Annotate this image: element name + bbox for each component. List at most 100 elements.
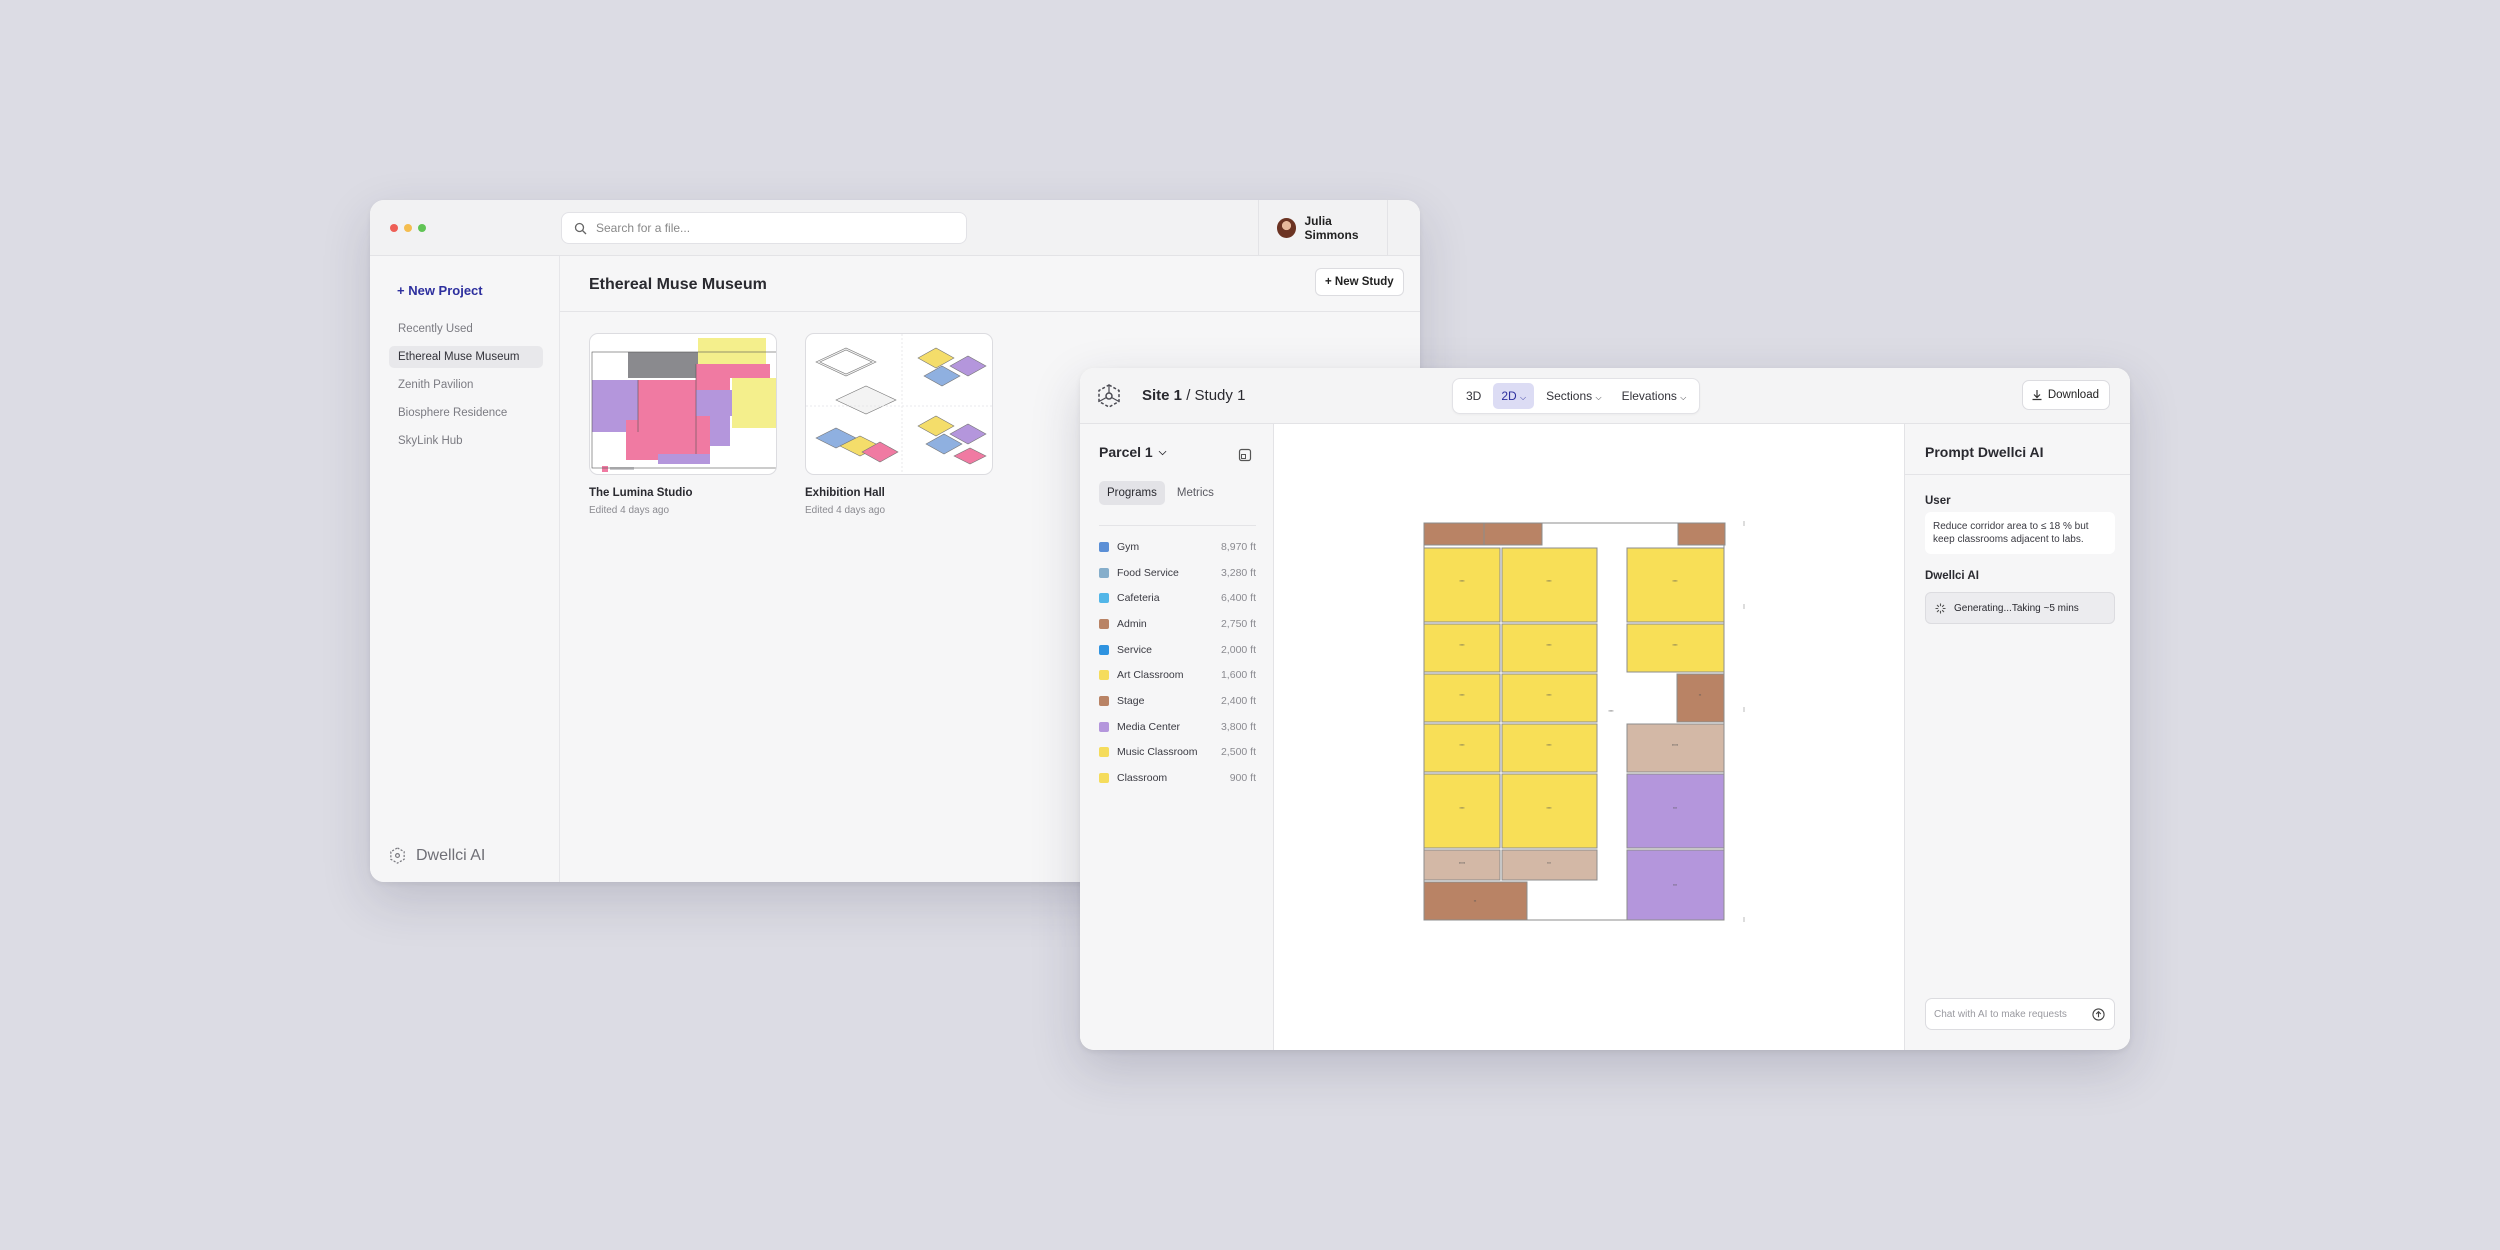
program-row[interactable]: Art Classroom 1,600 ft xyxy=(1099,662,1256,688)
svg-text:▪▪▪▪: ▪▪▪▪ xyxy=(1673,579,1678,583)
svg-text:▪▪▪▪: ▪▪▪▪ xyxy=(1547,743,1552,747)
program-area: 2,500 ft xyxy=(1220,746,1256,759)
close-window-icon[interactable] xyxy=(390,224,398,232)
program-row[interactable]: Admin 2,750 ft xyxy=(1099,611,1256,637)
program-area: 3,280 ft xyxy=(1220,566,1256,579)
program-color-swatch xyxy=(1099,618,1109,629)
browser-sidebar: + New Project Recently Used Ethereal Muse… xyxy=(370,256,560,882)
program-name: Gym xyxy=(1117,540,1140,553)
program-area: 2,000 ft xyxy=(1220,643,1256,656)
new-study-button[interactable]: + New Study xyxy=(1315,268,1404,296)
svg-text:▪▪▪▪: ▪▪▪▪ xyxy=(1547,806,1552,810)
project-content: Ethereal Muse Museum + New Study xyxy=(560,256,1420,882)
study-thumbnail[interactable] xyxy=(805,333,993,475)
breadcrumb-separator: / xyxy=(1182,387,1195,404)
svg-text:▪▪▪: ▪▪▪ xyxy=(1673,806,1677,810)
panel-title: Prompt Dwellci AI xyxy=(1925,444,2044,460)
svg-text:▪▪: ▪▪ xyxy=(1474,899,1476,903)
study-card-lumina[interactable]: The Lumina Studio Edited 4 days ago xyxy=(589,333,777,516)
program-area: 3,800 ft xyxy=(1220,720,1256,733)
study-edited: Edited 4 days ago xyxy=(805,505,886,516)
view-3d-label: 3D xyxy=(1466,389,1482,403)
program-name: Classroom xyxy=(1117,772,1168,785)
divider xyxy=(1905,474,2130,475)
breadcrumb-study[interactable]: Study 1 xyxy=(1194,387,1246,404)
study-toolbar: Site 1 / Study 1 3D 2D ⌵ Sections ⌵ Elev… xyxy=(1080,368,2130,424)
view-2d-label: 2D xyxy=(1501,389,1517,403)
breadcrumb-site[interactable]: Site 1 xyxy=(1142,387,1183,404)
tab-metrics[interactable]: Metrics xyxy=(1176,487,1214,499)
svg-text:▪▪: ▪▪ xyxy=(1699,693,1701,697)
browser-toolbar: Julia Simmons xyxy=(370,200,1420,256)
minimize-window-icon[interactable] xyxy=(404,224,412,232)
user-message: Reduce corridor area to ≤ 18 % but keep … xyxy=(1925,512,2115,554)
new-project-button[interactable]: + New Project xyxy=(397,283,483,298)
program-color-swatch xyxy=(1099,541,1109,552)
ai-label: Dwellci AI xyxy=(1925,570,1979,582)
spinner-icon xyxy=(1935,602,1946,614)
search-input[interactable] xyxy=(596,221,956,235)
program-color-swatch xyxy=(1099,644,1109,655)
file-search[interactable] xyxy=(561,212,967,244)
sidebar-item-biosphere-residence[interactable]: Biosphere Residence xyxy=(398,407,508,419)
program-color-swatch xyxy=(1099,670,1109,681)
parcel-name: Parcel 1 xyxy=(1099,444,1153,460)
panel-tabs: Programs Metrics xyxy=(1099,481,1222,505)
program-row[interactable]: Cafeteria 6,400 ft xyxy=(1099,585,1256,611)
study-thumbnail[interactable] xyxy=(589,333,777,475)
program-row[interactable]: Media Center 3,800 ft xyxy=(1099,714,1256,740)
program-row[interactable]: Classroom 900 ft xyxy=(1099,765,1256,791)
parcel-selector[interactable]: Parcel 1 ⌵ xyxy=(1099,444,1166,460)
view-3d-button[interactable]: 3D xyxy=(1458,383,1489,409)
elevations-label: Elevations xyxy=(1621,389,1677,403)
view-2d-button[interactable]: 2D ⌵ xyxy=(1493,383,1535,409)
program-name: Service xyxy=(1117,643,1153,656)
breadcrumb: Site 1 / Study 1 xyxy=(1142,387,1245,404)
brand: Dwellci AI xyxy=(388,846,485,865)
floorplan-canvas[interactable]: ▪▪▪▪ ▪▪▪▪ ▪▪▪▪ ▪▪▪▪ ▪▪▪▪ ▪▪▪▪ ▪▪▪▪ ▪▪▪▪ ▪▪ ▪▪▪… xyxy=(1274,424,1904,1050)
chat-box[interactable] xyxy=(1925,998,2115,1030)
program-row[interactable]: Stage 2,400 ft xyxy=(1099,688,1256,714)
sections-label: Sections xyxy=(1546,389,1593,403)
download-button[interactable]: Download xyxy=(2021,380,2110,410)
program-row[interactable]: Music Classroom 2,500 ft xyxy=(1099,740,1256,766)
sidebar-item-zenith-pavilion[interactable]: Zenith Pavilion xyxy=(398,379,474,391)
program-name: Music Classroom xyxy=(1117,746,1198,759)
svg-text:▪▪▪▪: ▪▪▪▪ xyxy=(1460,693,1465,697)
program-color-swatch xyxy=(1099,747,1109,758)
send-icon[interactable] xyxy=(2092,1008,2105,1021)
program-area: 2,750 ft xyxy=(1220,617,1256,630)
program-name: Food Service xyxy=(1117,566,1179,579)
chat-input[interactable] xyxy=(1934,1008,2084,1020)
floorplan-2d[interactable]: ▪▪▪▪ ▪▪▪▪ ▪▪▪▪ ▪▪▪▪ ▪▪▪▪ ▪▪▪▪ ▪▪▪▪ ▪▪▪▪ ▪▪ ▪▪▪… xyxy=(1274,424,1904,1050)
dwellci-logo-icon[interactable] xyxy=(1096,383,1122,409)
program-area: 8,970 ft xyxy=(1220,540,1256,553)
sidebar-item-skylink-hub[interactable]: SkyLink Hub xyxy=(398,435,463,447)
svg-text:▪▪▪▪: ▪▪▪▪ xyxy=(1460,743,1465,747)
user-label: User xyxy=(1925,495,1951,507)
brand-name: Dwellci AI xyxy=(416,846,486,864)
sections-dropdown[interactable]: Sections ⌵ xyxy=(1538,383,1609,409)
user-menu[interactable]: Julia Simmons xyxy=(1258,200,1388,256)
avatar xyxy=(1277,218,1297,238)
sidebar-item-ethereal-muse-museum[interactable]: Ethereal Muse Museum xyxy=(389,346,543,368)
program-list: Gym 8,970 ft Food Service 3,280 ft Cafeteria… xyxy=(1099,525,1256,791)
program-area: 1,600 ft xyxy=(1220,669,1256,682)
elevations-dropdown[interactable]: Elevations ⌵ xyxy=(1614,383,1695,409)
program-name: Admin xyxy=(1117,617,1147,630)
program-color-swatch xyxy=(1099,593,1109,604)
program-color-swatch xyxy=(1099,695,1109,706)
program-row[interactable]: Food Service 3,280 ft xyxy=(1099,560,1256,586)
program-row[interactable]: Service 2,000 ft xyxy=(1099,637,1256,663)
program-row[interactable]: Gym 8,970 ft xyxy=(1099,534,1256,560)
program-area: 900 ft xyxy=(1229,772,1256,785)
maximize-window-icon[interactable] xyxy=(418,224,426,232)
collapse-panel-icon[interactable] xyxy=(1238,448,1252,462)
download-label: Download xyxy=(2047,389,2099,401)
program-name: Art Classroom xyxy=(1117,669,1184,682)
study-card-exhibition[interactable]: Exhibition Hall Edited 4 days ago xyxy=(805,333,993,516)
svg-text:▪▪▪▪▪: ▪▪▪▪▪ xyxy=(1672,743,1678,747)
tab-programs[interactable]: Programs xyxy=(1099,481,1165,505)
chevron-down-icon: ⌵ xyxy=(1595,393,1602,402)
sidebar-item-recently-used[interactable]: Recently Used xyxy=(398,323,473,335)
